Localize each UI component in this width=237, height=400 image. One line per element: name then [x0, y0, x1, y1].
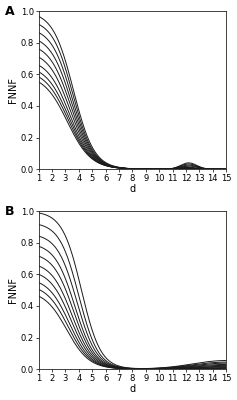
Text: A: A — [5, 5, 14, 18]
X-axis label: d: d — [129, 184, 136, 194]
X-axis label: d: d — [129, 384, 136, 394]
Text: B: B — [5, 205, 14, 218]
Y-axis label: FNNF: FNNF — [8, 277, 18, 303]
Y-axis label: FNNF: FNNF — [8, 77, 18, 103]
